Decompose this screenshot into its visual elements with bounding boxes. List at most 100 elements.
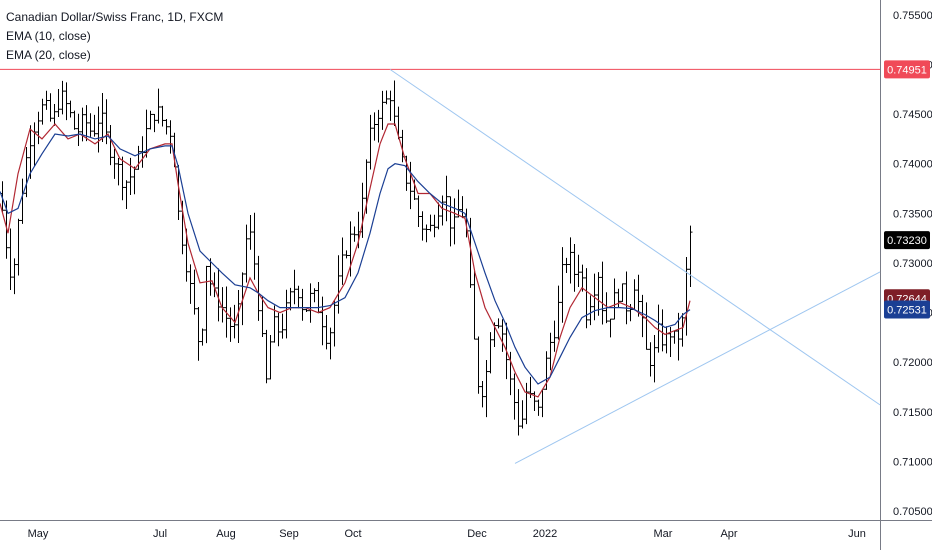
ema-fast-line[interactable] (0, 123, 691, 398)
ohlc-bar (408, 161, 413, 210)
trendline-descending[interactable] (389, 68, 881, 406)
legend-ema-fast[interactable]: EMA (10, close) (6, 29, 91, 43)
ohlc-bar (380, 90, 385, 130)
ohlc-bar (332, 300, 337, 347)
ohlc-bar (500, 319, 505, 352)
ohlc-bar (208, 258, 213, 296)
ohlc-bar (256, 255, 261, 321)
ohlc-bar (192, 269, 197, 315)
ohlc-bar (164, 119, 169, 135)
ohlc-bar (24, 147, 29, 198)
ohlc-bar (548, 332, 553, 371)
ohlc-bar (248, 214, 253, 250)
ohlc-bar (272, 305, 277, 343)
trendline-ascending[interactable] (514, 271, 881, 464)
ohlc-bar (120, 156, 125, 201)
ohlc-bar (300, 288, 305, 321)
price-label-ema-slow: 0.72531 (884, 300, 930, 319)
x-tick-label: Dec (467, 528, 487, 540)
ohlc-bar (368, 114, 373, 170)
x-tick-label: May (28, 528, 49, 540)
ohlc-bar (680, 313, 685, 347)
ohlc-bar (96, 106, 101, 153)
x-tick-label: Jun (848, 528, 866, 540)
ohlc-bar (572, 244, 577, 292)
ohlc-bar (456, 189, 461, 218)
ohlc-bar (556, 285, 561, 340)
y-tick-label: 0.71500 (893, 407, 932, 419)
price-axis[interactable]: 0.755000.750000.745000.740000.735000.730… (893, 10, 932, 518)
ohlc-bar (168, 120, 173, 154)
price-label-last-price: 0.73230 (884, 231, 930, 250)
ohlc-bar (536, 399, 541, 416)
ohlc-bar (8, 228, 13, 290)
ohlc-bar (584, 268, 589, 329)
ohlc-bar (144, 109, 149, 158)
ohlc-bar (484, 360, 489, 418)
ohlc-bar (568, 237, 573, 284)
ohlc-bar (388, 90, 393, 121)
ohlc-bar (496, 318, 501, 329)
ohlc-bar (244, 224, 249, 283)
x-tick-label: Oct (344, 528, 361, 540)
legend: Canadian Dollar/Swiss Franc, 1D, FXCM EM… (6, 8, 223, 65)
ohlc-bar (688, 225, 693, 287)
ohlc-bar (624, 271, 629, 325)
ohlc-bar (112, 148, 117, 179)
ohlc-bar (532, 391, 537, 412)
ohlc-bars (0, 80, 693, 436)
ohlc-bar (520, 400, 525, 429)
overlay-lines (0, 68, 881, 464)
ohlc-bar (612, 278, 617, 320)
ohlc-bar (516, 389, 521, 436)
y-tick-label: 0.74000 (893, 159, 932, 171)
ohlc-bar (428, 214, 433, 232)
ohlc-bar (88, 113, 93, 137)
ohlc-bar (32, 122, 37, 167)
ohlc-bar (564, 257, 569, 274)
ohlc-bar (308, 283, 313, 323)
ohlc-bar (76, 113, 81, 146)
ohlc-bar (440, 195, 445, 226)
ohlc-bar (148, 110, 153, 130)
ohlc-bar (204, 265, 209, 344)
ohlc-bar (92, 114, 97, 137)
ohlc-bar (336, 255, 341, 314)
ohlc-bar (432, 214, 437, 238)
ohlc-bar (152, 113, 157, 133)
ohlc-bar (100, 92, 105, 142)
ohlc-bar (476, 336, 481, 394)
price-label-resistance: 0.74951 (884, 60, 930, 79)
ohlc-bar (312, 288, 317, 303)
ohlc-bar (648, 342, 653, 377)
ohlc-bar (200, 328, 205, 346)
legend-ema-slow[interactable]: EMA (20, close) (6, 48, 91, 62)
ohlc-bar (420, 211, 425, 241)
ema-slow-line[interactable] (0, 133, 691, 385)
ohlc-bar (108, 124, 113, 166)
time-axis[interactable]: May Jul Aug Sep Oct Dec 2022 Mar Apr Jun (28, 528, 866, 540)
ohlc-bar (352, 226, 357, 242)
ohlc-bar (56, 89, 61, 117)
ohlc-bar (68, 100, 73, 118)
ohlc-bar (580, 264, 585, 292)
ohlc-bar (40, 98, 45, 125)
ohlc-bar (384, 90, 389, 105)
ohlc-bar (416, 195, 421, 228)
ohlc-bar (328, 327, 333, 360)
ohlc-bar (444, 175, 449, 222)
y-tick-label: 0.72000 (893, 357, 932, 369)
ohlc-bar (576, 254, 581, 287)
svg-text:0.74951: 0.74951 (887, 64, 927, 76)
ohlc-bar (524, 382, 529, 425)
ohlc-bar (128, 157, 133, 195)
ohlc-bar (344, 250, 349, 259)
legend-title[interactable]: Canadian Dollar/Swiss Franc, 1D, FXCM (6, 10, 224, 24)
y-tick-label: 0.71000 (893, 456, 932, 468)
ohlc-bar (340, 237, 345, 285)
ohlc-bar (44, 90, 49, 110)
ohlc-bar (12, 258, 17, 295)
svg-text:0.72531: 0.72531 (887, 305, 927, 317)
